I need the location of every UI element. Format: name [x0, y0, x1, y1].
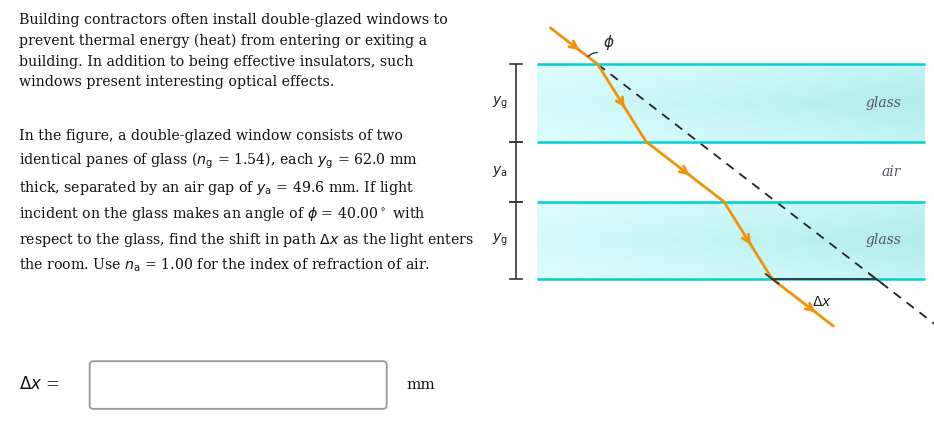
Text: $y_\mathrm{g}$: $y_\mathrm{g}$ — [492, 95, 508, 111]
Text: Building contractors often install double-glazed windows to
prevent thermal ener: Building contractors often install doubl… — [19, 13, 447, 89]
Text: $\phi$: $\phi$ — [603, 33, 615, 51]
Text: glass: glass — [866, 233, 901, 247]
Text: $y_\mathrm{g}$: $y_\mathrm{g}$ — [492, 232, 508, 248]
FancyBboxPatch shape — [90, 361, 387, 409]
Text: air: air — [882, 165, 901, 178]
Text: mm: mm — [406, 378, 435, 392]
Text: $y_\mathrm{a}$: $y_\mathrm{a}$ — [492, 164, 508, 179]
Text: In the figure, a double-glazed window consists of two
identical panes of glass (: In the figure, a double-glazed window co… — [19, 129, 474, 274]
Text: glass: glass — [866, 96, 901, 110]
Text: $\Delta x$ =: $\Delta x$ = — [19, 376, 59, 393]
Text: $\Delta x$: $\Delta x$ — [812, 295, 831, 309]
